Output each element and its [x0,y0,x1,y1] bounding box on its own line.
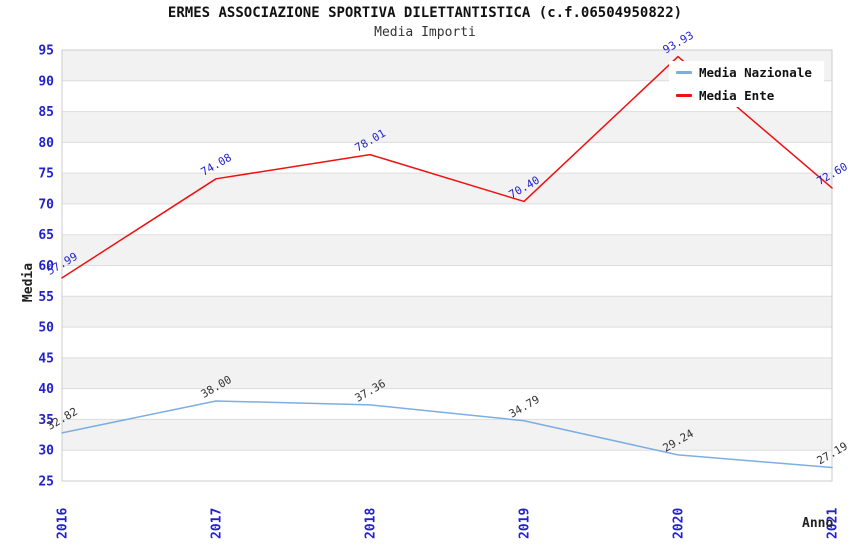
y-tick-label: 35 [38,413,54,428]
x-tick-label: 2020 [672,508,687,539]
media-nazionale-line-swatch [676,71,692,74]
legend-item-media-nazionale: Media Nazionale [669,61,824,84]
data-label: 34.79 [507,393,542,421]
plot-band [62,234,832,266]
y-tick-label: 65 [38,228,54,243]
y-tick-label: 75 [38,167,54,182]
y-axis-title: Media [21,262,37,303]
plot-band [62,419,832,451]
plot-band [62,111,832,143]
y-tick-label: 60 [38,259,54,274]
legend-label-media-nazionale: Media Nazionale [699,65,812,80]
y-tick-label: 85 [38,105,54,120]
y-tick-label: 50 [38,321,54,336]
y-tick-label: 80 [38,136,54,151]
legend-item-media-ente: Media Ente [669,84,787,107]
y-tick-label: 95 [38,44,54,59]
x-tick-label: 2018 [364,508,379,539]
plot-band [62,296,832,328]
y-tick-label: 90 [38,74,54,89]
y-tick-label: 30 [38,444,54,459]
x-axis-title: Anno [802,516,834,531]
chart-title: ERMES ASSOCIAZIONE SPORTIVA DILETTANTIST… [167,5,683,21]
x-tick-label: 2019 [518,508,533,539]
series-line-0 [61,400,833,469]
x-tick-label: 2017 [210,508,225,539]
y-tick-label: 70 [38,197,54,212]
chart-subtitle: Media Importi [374,25,476,40]
y-tick-label: 25 [38,475,54,490]
media-ente-line-swatch [676,94,692,97]
legend: Media Nazionale Media Ente [669,61,824,107]
legend-label-media-ente: Media Ente [699,88,775,103]
plot-border [61,49,833,482]
x-tick-label: 2016 [56,508,71,539]
x-tick-label: 2021 [826,508,841,539]
y-tick-label: 45 [38,351,54,366]
y-tick-label: 40 [38,382,54,397]
y-tick-label: 55 [38,290,54,305]
plot-band [62,357,832,389]
